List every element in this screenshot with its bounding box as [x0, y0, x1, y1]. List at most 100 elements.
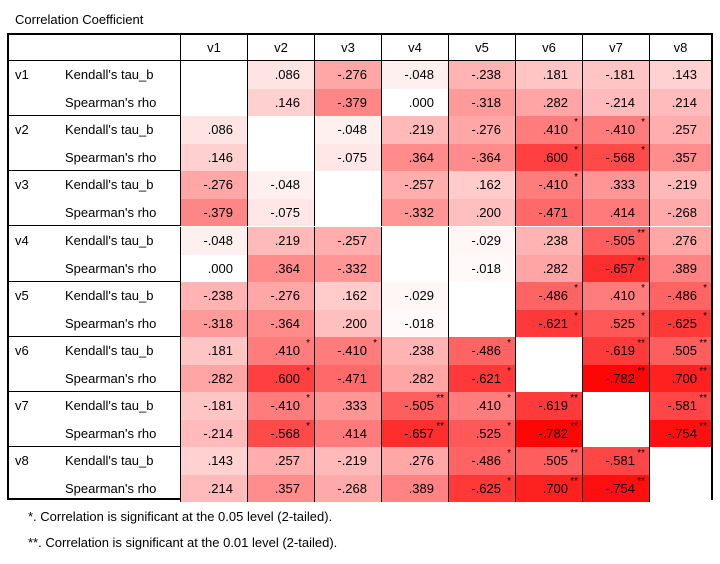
cell-v7-v6-kendall: -.619 **	[515, 392, 582, 421]
cell-v7-v1-kendall: -.181	[180, 392, 247, 421]
cell-v8-v7-kendall: -.581 **	[582, 447, 649, 476]
cell-v1-v4-spearman: .000	[381, 89, 448, 116]
cell-v1-v5-spearman: -.318	[448, 89, 515, 116]
cell-v8-v5-kendall: -.486 *	[448, 447, 515, 476]
cell-value: .200	[341, 315, 367, 331]
cell-value: .143	[671, 67, 697, 82]
cell-value: -.018	[471, 260, 501, 276]
cell-v8-v6-spearman: .700 **	[515, 475, 582, 503]
row-var-label: v1	[15, 67, 29, 82]
cell-v2-v3-kendall: -.048	[314, 116, 381, 145]
cell-v8-v5-spearman: -.625 *	[448, 475, 515, 503]
cell-v7-v7-spearman	[582, 420, 649, 448]
cell-value: -.075	[270, 205, 300, 221]
cell-value: -.619	[605, 343, 635, 358]
cell-v6-v7-kendall: -.619 **	[582, 337, 649, 365]
stat-label-kendall: Kendall's tau_b	[65, 177, 154, 193]
cell-v8-v6-kendall: .505 **	[515, 447, 582, 476]
significance-marker: **	[570, 421, 578, 433]
cell-v8-v4-spearman: .389	[381, 475, 448, 503]
significance-marker: *	[507, 338, 511, 349]
cell-v5-v1-kendall: -.238	[180, 281, 247, 310]
cell-value: -.238	[471, 67, 501, 82]
cell-v2-v6-spearman: .600 *	[515, 144, 582, 172]
cell-value: -.318	[471, 95, 501, 110]
cell-value: -.318	[203, 315, 233, 331]
column-header-v6: v6	[515, 35, 582, 60]
cell-value: .276	[408, 453, 434, 469]
cell-v5-v2-kendall: -.276	[247, 281, 314, 310]
cell-v4-v2-kendall: .219	[247, 226, 314, 255]
cell-v5-v3-kendall: .162	[314, 281, 381, 310]
cell-value: .282	[542, 260, 568, 276]
cell-value: .600	[274, 371, 300, 386]
cell-v1-v8-kendall: .143	[649, 61, 711, 89]
stat-label-kendall: Kendall's tau_b	[65, 453, 154, 469]
cell-value: -.276	[471, 122, 501, 138]
cell-value: .282	[408, 371, 434, 386]
cell-v2-v8-spearman: .357	[649, 144, 711, 172]
table-title: Correlation Coefficient	[15, 12, 144, 27]
cell-value: .181	[542, 67, 568, 82]
cell-v4-v1-spearman: .000	[180, 254, 247, 282]
cell-value: -.410	[270, 398, 300, 414]
row-var-label: v8	[15, 453, 29, 469]
stat-label-kendall: Kendall's tau_b	[65, 122, 154, 138]
cell-value: -.782	[605, 371, 635, 386]
cell-v2-v6-kendall: .410 *	[515, 116, 582, 145]
cell-v7-v4-spearman: -.657 **	[381, 420, 448, 448]
cell-value: .000	[408, 95, 434, 110]
cell-v3-v2-spearman: -.075	[247, 199, 314, 227]
cell-v5-v1-spearman: -.318	[180, 309, 247, 337]
cell-value: .364	[408, 150, 434, 166]
cell-value: -.754	[667, 426, 697, 442]
cell-v4-v4-kendall	[381, 226, 448, 255]
cell-value: .181	[207, 343, 233, 358]
stat-label-spearman: Spearman's rho	[65, 95, 157, 110]
significance-marker: *	[641, 282, 645, 294]
cell-value: -.364	[471, 150, 501, 166]
cell-v5-v7-kendall: .410 *	[582, 281, 649, 310]
cell-v6-v5-spearman: -.621 *	[448, 365, 515, 392]
cell-v7-v7-kendall	[582, 392, 649, 421]
cell-v6-v4-spearman: .282	[381, 365, 448, 392]
cell-value: .364	[274, 260, 300, 276]
cell-v2-v3-spearman: -.075	[314, 144, 381, 172]
significance-marker: *	[641, 310, 645, 322]
cell-v1-v5-kendall: -.238	[448, 61, 515, 89]
cell-value: -.657	[404, 426, 434, 442]
cell-value: .143	[207, 453, 233, 469]
note-005: *. Correlation is significant at the 0.0…	[28, 509, 333, 524]
cell-value: -.048	[203, 232, 233, 248]
stat-label-kendall: Kendall's tau_b	[65, 343, 154, 358]
cell-value: -.276	[270, 287, 300, 303]
significance-marker: **	[637, 338, 645, 349]
cell-v8-v2-spearman: .357	[247, 475, 314, 503]
cell-value: -.471	[538, 205, 568, 221]
cell-v4-v3-kendall: -.257	[314, 226, 381, 255]
cell-value: .282	[207, 371, 233, 386]
cell-value: .238	[542, 232, 568, 248]
significance-marker: *	[373, 338, 377, 349]
column-header-v2: v2	[247, 35, 314, 60]
cell-v6-v4-kendall: .238	[381, 337, 448, 365]
cell-v2-v2-spearman	[247, 144, 314, 172]
cell-value: .282	[542, 95, 568, 110]
cell-v8-v1-spearman: .214	[180, 475, 247, 503]
cell-value: -.505	[605, 232, 635, 248]
cell-v2-v7-kendall: -.410 *	[582, 116, 649, 145]
cell-v2-v2-kendall	[247, 116, 314, 145]
cell-value: -.181	[203, 398, 233, 414]
cell-v4-v4-spearman	[381, 254, 448, 282]
significance-marker: *	[574, 282, 578, 294]
row-group-v5: v5 Kendall's tau_b -.238 -.276 .162 -.029 -.48…	[9, 281, 711, 337]
cell-value: -.048	[270, 177, 300, 193]
cell-value: .700	[542, 481, 568, 497]
cell-v1-v4-kendall: -.048	[381, 61, 448, 89]
cell-value: -.276	[337, 67, 367, 82]
row-group-v7: v7 Kendall's tau_b -.181 -.410 * .333 -.505 **.…	[9, 392, 711, 448]
cell-v8-v1-kendall: .143	[180, 447, 247, 476]
cell-value: .389	[408, 481, 434, 497]
cell-value: .410	[475, 398, 501, 414]
cell-value: -.364	[270, 315, 300, 331]
